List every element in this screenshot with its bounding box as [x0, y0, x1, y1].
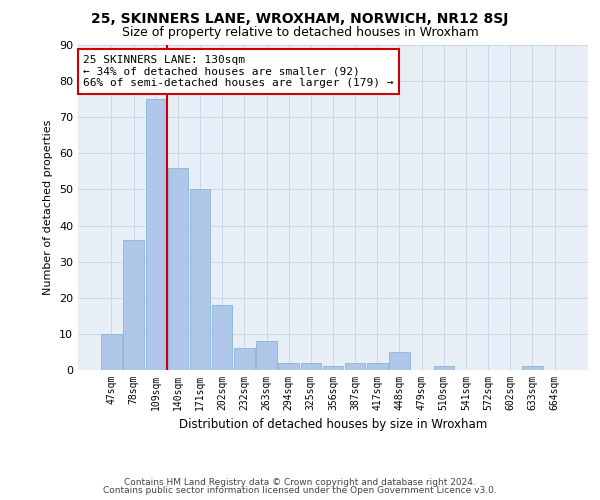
Text: Contains public sector information licensed under the Open Government Licence v3: Contains public sector information licen… — [103, 486, 497, 495]
Text: Contains HM Land Registry data © Crown copyright and database right 2024.: Contains HM Land Registry data © Crown c… — [124, 478, 476, 487]
Bar — [522, 366, 542, 370]
X-axis label: Distribution of detached houses by size in Wroxham: Distribution of detached houses by size … — [179, 418, 487, 432]
Text: 25, SKINNERS LANE, WROXHAM, NORWICH, NR12 8SJ: 25, SKINNERS LANE, WROXHAM, NORWICH, NR1… — [91, 12, 509, 26]
Bar — [101, 334, 122, 370]
Bar — [234, 348, 254, 370]
Text: 25 SKINNERS LANE: 130sqm
← 34% of detached houses are smaller (92)
66% of semi-d: 25 SKINNERS LANE: 130sqm ← 34% of detach… — [83, 54, 394, 88]
Bar — [278, 363, 299, 370]
Bar — [434, 366, 454, 370]
Bar — [190, 190, 210, 370]
Bar — [301, 363, 321, 370]
Bar — [389, 352, 410, 370]
Bar — [367, 363, 388, 370]
Bar — [256, 341, 277, 370]
Y-axis label: Number of detached properties: Number of detached properties — [43, 120, 53, 295]
Text: Size of property relative to detached houses in Wroxham: Size of property relative to detached ho… — [122, 26, 478, 39]
Bar — [124, 240, 144, 370]
Bar — [146, 99, 166, 370]
Bar — [212, 305, 232, 370]
Bar — [167, 168, 188, 370]
Bar — [345, 363, 365, 370]
Bar — [323, 366, 343, 370]
